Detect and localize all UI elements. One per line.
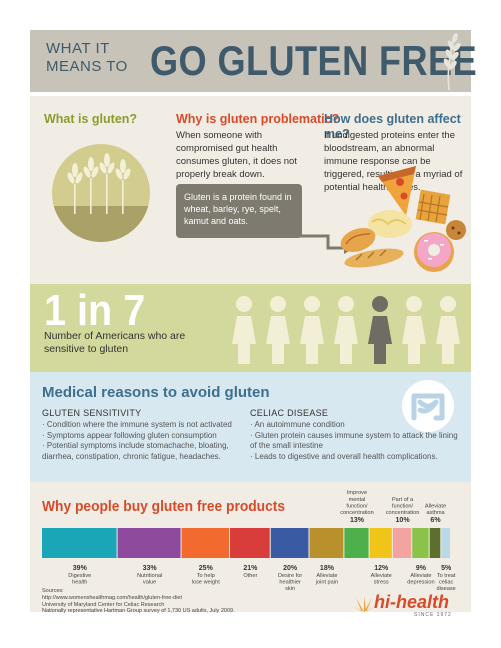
bar-group: 25%To help lose weight [181,528,230,586]
wheat-icon [443,33,461,90]
why-problematic-heading: Why is gluten problematic? [176,112,340,126]
header-line-1: WHAT IT [46,40,110,57]
bar [181,528,230,558]
bar-group: 13%Improve mental function/concentration [340,490,374,558]
data-label: 25% [199,565,214,572]
bar [441,528,450,558]
category-label: Alleviate stress [371,573,392,586]
bar [369,528,392,558]
data-label: 5% [441,565,452,572]
intestine-icon [402,380,454,432]
bar-group: 21%Other [230,528,270,579]
data-label: 10% [396,517,411,524]
bar-group: 39%Digestive health [42,528,117,586]
category-label: Desire for healthier skin [278,573,302,592]
data-label: 39% [73,565,88,572]
bar [309,528,344,558]
sources: Sources: http://www.womenshealthmag.com/… [42,588,242,615]
people-icon-row [232,296,460,364]
list-item: · An autoimmune condition [250,420,345,429]
source-line: http://www.womenshealthmag.com/health/gl… [42,594,183,601]
wheat-field-icon [52,144,150,242]
person-icon [232,296,256,364]
bar [429,528,441,558]
stat-description: Number of Americans who are sensitive to… [44,330,186,355]
bar [230,528,270,558]
bar-group: 10%Part of a function/concentration [386,497,420,558]
celiac-disease-list: · An autoimmune condition · Gluten prote… [250,420,465,462]
person-icon [436,296,460,364]
gluten-intro-section: What is gluten? Why is gluten problemati… [30,96,471,284]
data-label: 13% [350,517,365,524]
category-label: Improve mental function/concentration [340,490,374,516]
list-item: · Condition where the immune system is n… [42,420,232,429]
medical-reasons-section: Medical reasons to avoid gluten GLUTEN S… [30,372,471,482]
list-item: · Leads to digestive and overall health … [250,451,438,461]
bar-group: 18%Alleviate joint pain [309,528,344,586]
hi-health-logo: hi-health SINCE 1972 [352,592,462,622]
medical-reasons-title: Medical reasons to avoid gluten [42,384,270,401]
person-icon [402,296,426,364]
list-item: · Gluten protein causes immune system to… [250,430,458,451]
category-label: Alleviate depression [407,573,434,586]
person-icon [266,296,290,364]
list-item: · Potential symptoms include stomachache… [42,441,229,461]
data-label: 33% [143,565,158,572]
data-label: 9% [416,565,427,572]
bar [344,528,369,558]
bar [392,528,412,558]
chart-title: Why people buy gluten free products [42,498,286,515]
category-label: Other [243,573,257,579]
bar-group: 12%Alleviate stress [369,528,392,586]
person-icon [368,296,392,364]
data-label: 21% [243,565,258,572]
category-label: Part of a function/concentration [386,497,420,516]
category-label: To treat celiac disease [437,573,456,592]
header-subtitle: WHAT IT MEANS TO [46,40,128,76]
how-affect-heading: How does gluten affect me? [324,112,461,141]
category-label: Nutritional value [137,573,162,586]
category-label: To help lose weight [192,573,220,586]
list-item: · Symptoms appear following gluten consu… [42,430,217,440]
sources-heading: Sources: [42,588,64,594]
category-label: Alleviate joint pain [315,573,338,586]
gluten-sensitivity-heading: GLUTEN SENSITIVITY [42,408,142,418]
source-line: Nationally representative Hartman Group … [42,608,235,615]
bar-group: 6%Alleviate asthma [425,503,446,558]
header-line-2: MEANS TO [46,58,128,75]
stat-headline: 1 in 7 [44,286,146,335]
celiac-disease-heading: CELIAC DISEASE [250,408,329,418]
bar [412,528,429,558]
sunburst-icon [352,596,376,612]
data-label: 6% [430,517,441,524]
why-buy-section: Why people buy gluten free products 39% D… [30,482,471,612]
bar-group: 9%Alleviate depression [407,528,435,586]
bar-group: 5%To treat celiac disease [437,528,456,592]
what-is-gluten-heading: What is gluten? [44,112,138,126]
person-icon [334,296,358,364]
gluten-definition-box: Gluten is a protein found in wheat, barl… [176,184,302,238]
page-title: GO GLUTEN FREE [150,37,478,84]
logo-name: hi-health [374,592,449,612]
bar [270,528,309,558]
header-banner: WHAT IT MEANS TO GO GLUTEN FREE [30,30,477,92]
person-icon [300,296,324,364]
why-problematic-text: When someone with compromised gut health… [176,130,297,180]
source-line: University of Maryland Center for Celiac… [42,601,165,608]
data-label: 18% [320,565,335,572]
gluten-sensitivity-list: · Condition where the immune system is n… [42,420,248,462]
bar-group: 20%Desire for healthier skin [270,528,309,592]
bar-group: 33%Nutritional value [117,528,181,586]
category-label: Alleviate asthma [425,503,446,516]
logo-since: SINCE 1972 [414,612,452,618]
data-label: 12% [374,565,389,572]
bar [117,528,181,558]
stat-section: 1 in 7 Number of Americans who are sensi… [30,284,471,372]
gluten-foods-icon [340,166,466,272]
category-label: Digestive health [68,573,91,586]
data-label: 20% [283,565,298,572]
bar [42,528,117,558]
